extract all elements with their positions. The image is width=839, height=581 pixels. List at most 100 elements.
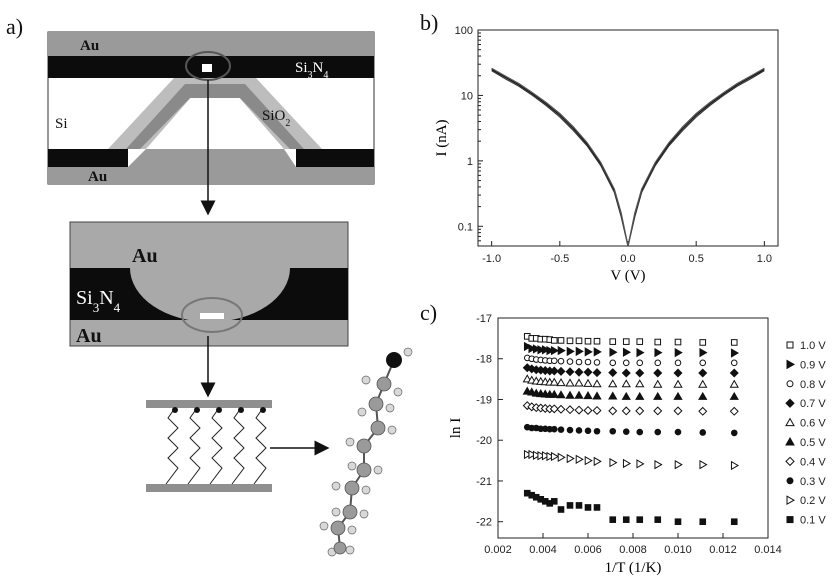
mid-au-top-label: Au — [132, 245, 158, 267]
data-point — [541, 345, 551, 355]
data-point — [593, 359, 601, 366]
data-point — [729, 391, 739, 400]
legend-label: 0.2 V — [800, 495, 826, 507]
sio2-label: SiO2 — [262, 108, 290, 129]
y-tick-label: 1 — [467, 156, 473, 168]
legend-marker — [786, 359, 796, 370]
legend-label: 0.3 V — [800, 476, 826, 488]
data-point — [575, 502, 583, 509]
data-point — [674, 518, 682, 526]
data-point — [574, 405, 584, 415]
legend-marker — [786, 477, 794, 485]
data-point — [730, 348, 740, 358]
x-axis-label: 1/T (1/K) — [605, 560, 662, 576]
data-point — [674, 428, 682, 436]
data-point — [583, 391, 593, 400]
data-point — [557, 357, 565, 365]
data-point — [609, 359, 617, 367]
data-point — [546, 451, 555, 462]
data-point — [699, 359, 707, 367]
data-point — [549, 366, 559, 376]
data-point — [608, 379, 618, 388]
data-point — [537, 451, 546, 461]
data-point — [550, 498, 558, 505]
legend-marker — [785, 417, 795, 427]
data-point — [532, 344, 542, 354]
legend-label: 0.4 V — [800, 456, 826, 468]
legend-label: 0.7 V — [800, 398, 826, 410]
data-point — [609, 427, 617, 435]
panel-b-label: b) — [420, 10, 438, 35]
data-point — [549, 404, 559, 414]
legend-label: 0.6 V — [800, 418, 826, 430]
data-point — [565, 405, 575, 415]
data-point — [592, 391, 602, 400]
data-point — [621, 406, 631, 416]
iv-chart: -1.0 -0.5 0.0 0.5 1.0 0.1 1 10 100 V (V) I (nA) — [434, 25, 779, 284]
data-point — [575, 346, 584, 357]
data-point — [621, 379, 631, 388]
y-axis-label: I (nA) — [434, 119, 450, 156]
data-point — [636, 459, 645, 469]
data-point — [622, 458, 632, 469]
data-point — [673, 391, 683, 400]
data-point — [566, 358, 574, 365]
x-tick-label: 0.004 — [529, 544, 557, 556]
data-point — [593, 456, 602, 467]
data-point — [621, 368, 631, 378]
data-point — [622, 338, 630, 345]
data-point — [550, 357, 558, 365]
data-point — [730, 359, 738, 367]
data-point — [566, 502, 574, 509]
data-point — [654, 347, 663, 358]
data-point — [528, 343, 537, 354]
data-point — [523, 449, 533, 460]
data-point — [730, 518, 738, 526]
x-tick-label: -0.5 — [550, 253, 569, 265]
data-point — [557, 452, 566, 462]
molecule-model — [319, 347, 413, 557]
data-point — [730, 339, 738, 346]
data-point — [575, 454, 584, 465]
x-tick-label: 0.012 — [709, 544, 737, 556]
data-point — [584, 358, 592, 366]
data-point — [698, 368, 708, 378]
iv-curve — [491, 70, 765, 247]
data-point — [583, 378, 593, 387]
data-point — [673, 368, 683, 378]
data-point — [541, 451, 551, 461]
data-point — [550, 451, 560, 462]
data-point — [565, 378, 575, 387]
legend-label: 0.8 V — [800, 379, 826, 391]
top-device-diagram: Au Si3N4 Si SiO2 Au — [47, 31, 375, 185]
legend-label: 1.0 V — [800, 340, 826, 352]
data-point — [729, 406, 739, 416]
y-tick-label: 0.1 — [458, 221, 473, 233]
data-point — [654, 460, 663, 470]
data-point — [574, 378, 584, 387]
data-point — [550, 337, 558, 344]
x-tick-label: 0.014 — [754, 544, 782, 556]
data-point — [523, 341, 533, 352]
x-tick-label: 0.002 — [484, 544, 512, 556]
data-point — [574, 367, 584, 377]
data-point — [609, 457, 618, 468]
data-point — [729, 379, 739, 388]
data-point — [593, 427, 601, 435]
data-point — [730, 460, 740, 471]
data-point — [557, 337, 565, 344]
data-point — [557, 345, 566, 356]
data-point — [635, 379, 645, 388]
data-point — [574, 390, 584, 399]
data-point — [654, 428, 662, 436]
data-point — [528, 449, 537, 460]
data-point — [556, 366, 566, 376]
data-point — [583, 367, 593, 377]
data-point — [549, 377, 559, 386]
data-point — [608, 406, 618, 416]
data-point — [654, 338, 662, 346]
data-point — [593, 337, 601, 345]
data-point — [654, 359, 662, 367]
data-point — [621, 391, 631, 400]
